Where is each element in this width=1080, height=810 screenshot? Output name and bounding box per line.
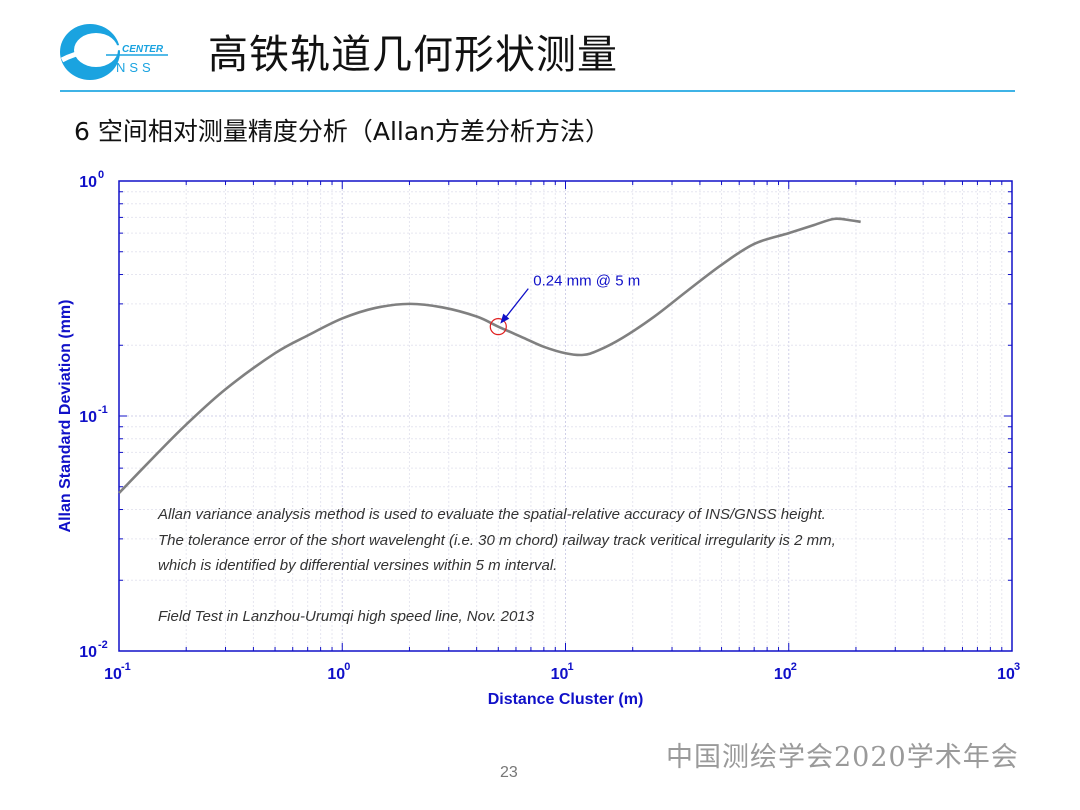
x-tick-label: 10 xyxy=(104,666,122,683)
y-tick-label: 10 xyxy=(79,409,97,426)
logo-text-center: CENTER xyxy=(122,44,164,55)
x-tick-label-exponent: -1 xyxy=(121,661,131,673)
gnss-center-logo: CENTER NSS xyxy=(56,14,176,86)
axis-tick-labels: 10 -1 10 0 10 1 10 2 10 310 -210 -110 0 xyxy=(79,169,1020,683)
y-tick-label: 10 xyxy=(79,644,97,661)
x-tick-label: 10 xyxy=(551,666,569,683)
annotation-marker xyxy=(489,318,507,336)
y-tick-label-exponent: -1 xyxy=(98,404,108,416)
annotation-arrowhead xyxy=(500,313,510,324)
y-tick-label-exponent: 0 xyxy=(98,169,104,181)
x-tick-label-exponent: 2 xyxy=(791,661,797,673)
x-tick-label: 10 xyxy=(997,666,1015,683)
chart-notes: Allan variance analysis method is used t… xyxy=(158,502,836,629)
conference-name: 中国测绘学会2020学术年会 xyxy=(666,742,1019,773)
allan-deviation-line xyxy=(118,217,861,494)
page-title: 高铁轨道几何形状测量 xyxy=(208,32,618,78)
y-tick-label-exponent: -2 xyxy=(98,639,108,651)
x-tick-label-exponent: 0 xyxy=(344,661,350,673)
page-number: 23 xyxy=(500,764,518,781)
annotation-arrow xyxy=(501,288,529,323)
note-line: which is identified by differential vers… xyxy=(158,557,558,574)
y-axis-label: Allan Standard Deviation (mm) xyxy=(57,300,74,533)
x-tick-label-exponent: 1 xyxy=(568,661,574,673)
x-tick-label: 10 xyxy=(327,666,345,683)
x-tick-label: 10 xyxy=(774,666,792,683)
annotation-label: 0.24 mm @ 5 m xyxy=(533,273,640,290)
note-line: Allan variance analysis method is used t… xyxy=(158,506,826,523)
section-subtitle: 6 空间相对测量精度分析（Allan方差分析方法） xyxy=(74,117,611,146)
field-test-note: Field Test in Lanzhou-Urumqi high speed … xyxy=(158,607,535,625)
logo-text-nss: NSS xyxy=(116,60,155,75)
title-divider xyxy=(60,90,1015,92)
axis-ticks xyxy=(118,181,1012,652)
x-tick-label-exponent: 3 xyxy=(1014,661,1020,673)
y-tick-label: 10 xyxy=(79,174,97,191)
x-axis-label: Distance Cluster (m) xyxy=(488,691,644,708)
note-line: The tolerance error of the short wavelen… xyxy=(158,531,836,549)
